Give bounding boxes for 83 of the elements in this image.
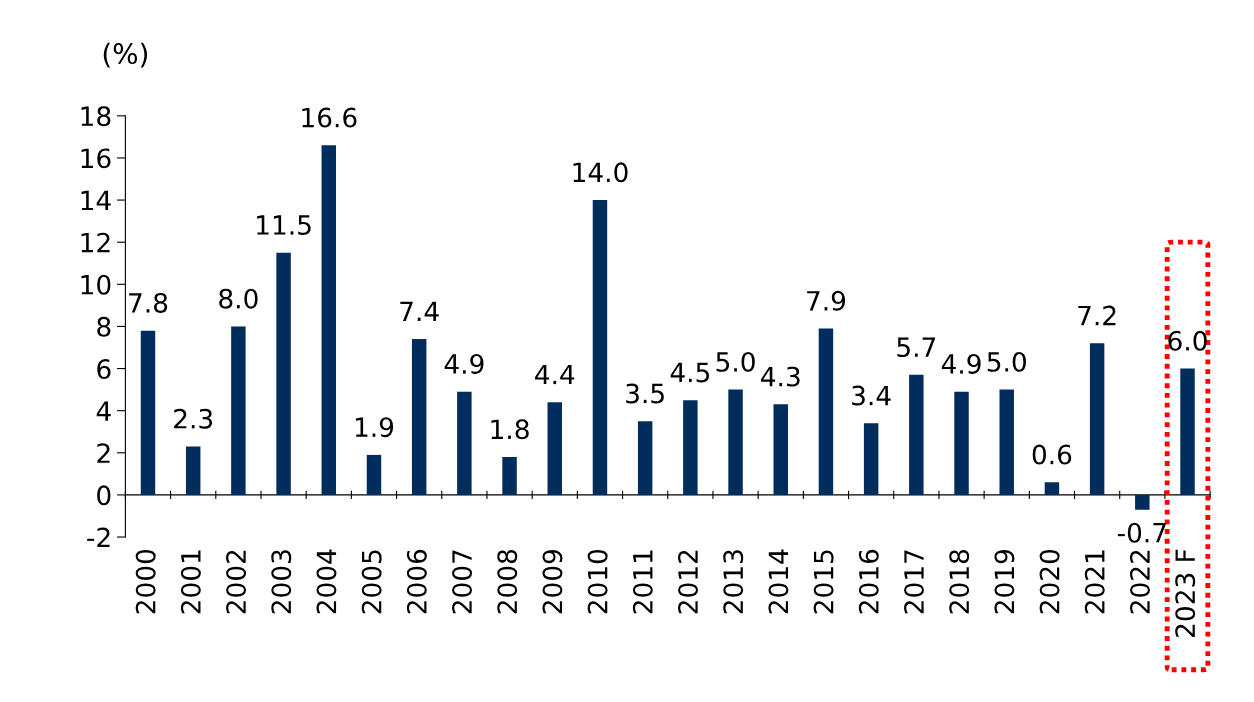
data-label: 5.0 bbox=[716, 351, 755, 372]
bar bbox=[276, 252, 291, 495]
data-label: 3.5 bbox=[626, 383, 664, 404]
bar bbox=[683, 400, 698, 495]
x-tick-label: 2007 bbox=[452, 550, 473, 614]
y-tick-label: 12 bbox=[81, 232, 110, 253]
bar bbox=[1135, 494, 1150, 510]
y-tick-label: 10 bbox=[81, 274, 111, 295]
data-label: 1.8 bbox=[491, 419, 529, 440]
data-label: 4.9 bbox=[941, 354, 981, 374]
bar bbox=[502, 457, 517, 495]
x-tick-label: 2005 bbox=[361, 550, 382, 614]
x-tick-label: 2004 bbox=[316, 549, 337, 614]
data-label: 11.5 bbox=[257, 215, 311, 235]
bar bbox=[185, 446, 201, 495]
y-axis-title: (%) bbox=[103, 42, 148, 68]
x-tick-label: 2000 bbox=[135, 549, 156, 614]
data-label: 7.2 bbox=[1078, 305, 1116, 326]
y-tick-label: 4 bbox=[96, 401, 111, 421]
bar bbox=[547, 402, 562, 495]
data-label: 5.7 bbox=[897, 337, 936, 358]
data-label: 14.0 bbox=[573, 162, 628, 183]
y-tick-label: 6 bbox=[97, 358, 111, 379]
bar bbox=[999, 389, 1014, 495]
data-label: 4.9 bbox=[444, 354, 484, 374]
x-tick-label: 2021 bbox=[1084, 550, 1105, 614]
bar bbox=[592, 200, 608, 495]
bar bbox=[140, 330, 156, 495]
data-label: 4.5 bbox=[670, 362, 710, 383]
data-label: 8.0 bbox=[219, 288, 258, 309]
data-label: 5.0 bbox=[987, 351, 1026, 372]
bar bbox=[1044, 482, 1060, 495]
bar bbox=[366, 454, 382, 495]
data-label: 7.9 bbox=[807, 290, 846, 311]
x-tick-label: 2012 bbox=[678, 550, 699, 614]
bar bbox=[863, 423, 879, 495]
x-tick-label: 2006 bbox=[406, 549, 427, 614]
bar bbox=[773, 404, 788, 495]
bar bbox=[909, 374, 924, 495]
x-tick-label: 2001 bbox=[180, 550, 201, 614]
x-tick-label: 2020 bbox=[1039, 549, 1060, 614]
y-tick-label: 2 bbox=[97, 443, 110, 463]
x-tick-label: 2002 bbox=[226, 550, 247, 614]
x-tick-label: 2003 bbox=[271, 550, 292, 614]
data-label: 4.4 bbox=[535, 364, 575, 385]
bar bbox=[818, 328, 834, 495]
data-label: 0.6 bbox=[1032, 444, 1072, 465]
x-tick-label: 2018 bbox=[949, 549, 970, 614]
x-tick-label: 2016 bbox=[858, 549, 879, 614]
y-tick-label: 18 bbox=[81, 106, 111, 127]
x-tick-label: 2008 bbox=[497, 549, 518, 614]
bar bbox=[231, 326, 246, 495]
data-label: 7.8 bbox=[129, 292, 168, 313]
x-tick-label: 2014 bbox=[768, 549, 789, 614]
bar bbox=[457, 391, 472, 495]
data-label: 4.3 bbox=[761, 366, 800, 387]
x-tick-label: 2019 bbox=[994, 550, 1015, 614]
x-tick-label: 2009 bbox=[542, 550, 563, 614]
bar bbox=[1089, 343, 1105, 495]
bar bbox=[728, 389, 743, 495]
bar bbox=[411, 339, 427, 495]
x-tick-label: 2013 bbox=[723, 550, 744, 614]
x-tick-label: 2015 bbox=[813, 550, 834, 614]
data-label: 3.4 bbox=[852, 385, 891, 406]
bar bbox=[954, 391, 969, 495]
y-tick-label: 0 bbox=[97, 485, 111, 506]
data-label: 7.4 bbox=[400, 301, 439, 321]
x-tick-label: 2017 bbox=[904, 550, 924, 614]
x-tick-label: 2010 bbox=[587, 549, 608, 614]
data-label: 16.6 bbox=[302, 107, 357, 128]
bar bbox=[321, 145, 337, 495]
y-tick-label: 14 bbox=[81, 190, 111, 211]
data-label: 2.3 bbox=[174, 408, 213, 429]
y-tick-label: -2 bbox=[87, 527, 110, 548]
x-tick-label: 2011 bbox=[632, 550, 653, 614]
bar bbox=[637, 421, 653, 495]
bar bbox=[1180, 368, 1195, 495]
y-tick-label: 16 bbox=[81, 148, 111, 169]
y-tick-label: 8 bbox=[97, 316, 111, 337]
x-tick-label: 2022 bbox=[1130, 550, 1150, 614]
data-label: 1.9 bbox=[355, 417, 394, 438]
x-tick-label: 2023 F bbox=[1175, 549, 1196, 637]
data-label: -0.7 bbox=[1117, 522, 1166, 543]
